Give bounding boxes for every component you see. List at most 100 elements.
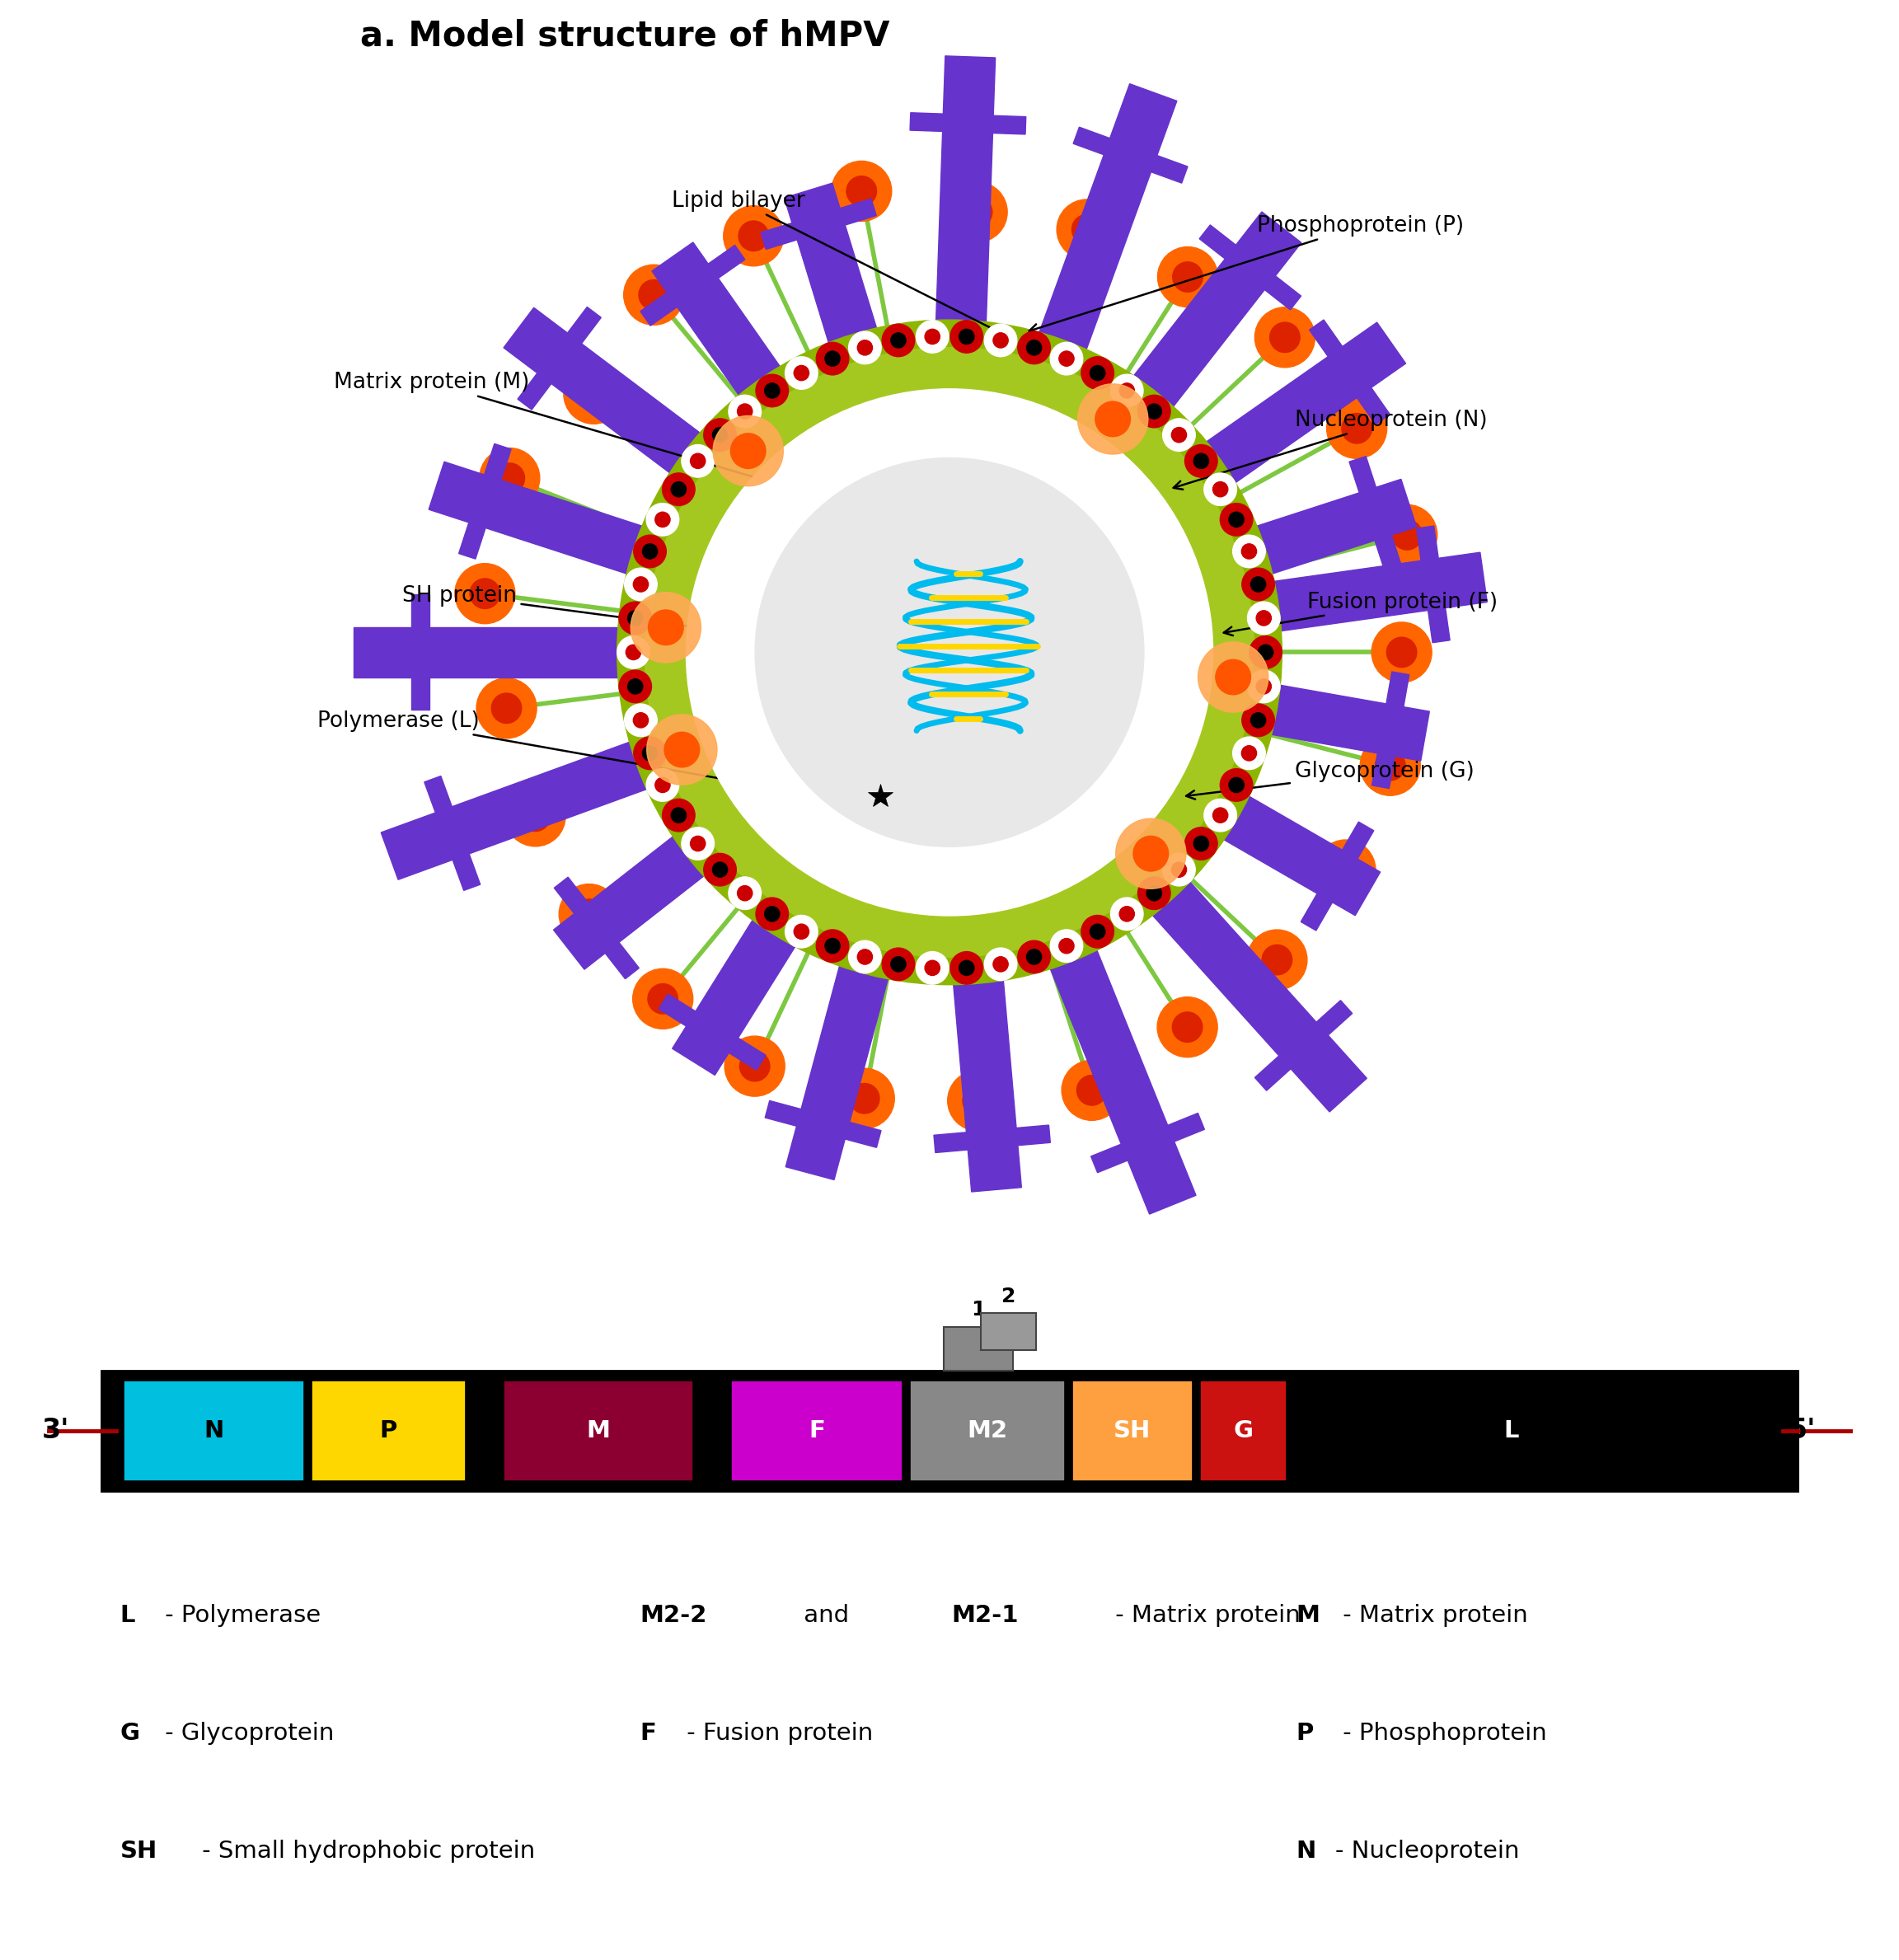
Circle shape xyxy=(784,357,818,390)
Circle shape xyxy=(1392,519,1422,551)
Circle shape xyxy=(670,482,686,496)
Circle shape xyxy=(712,862,727,878)
Polygon shape xyxy=(1301,821,1373,931)
Circle shape xyxy=(739,221,769,251)
Circle shape xyxy=(1117,819,1187,888)
Circle shape xyxy=(625,704,657,737)
Polygon shape xyxy=(1202,321,1405,486)
Circle shape xyxy=(1242,568,1274,600)
Circle shape xyxy=(648,984,678,1013)
Circle shape xyxy=(729,876,761,909)
Circle shape xyxy=(1050,929,1082,962)
Text: Glycoprotein (G): Glycoprotein (G) xyxy=(1187,760,1474,800)
Polygon shape xyxy=(429,463,648,576)
Circle shape xyxy=(832,161,893,221)
Text: SH: SH xyxy=(120,1838,158,1862)
Circle shape xyxy=(817,929,849,962)
Circle shape xyxy=(794,365,809,380)
Polygon shape xyxy=(1308,319,1390,425)
Text: Matrix protein (M): Matrix protein (M) xyxy=(334,372,769,484)
Circle shape xyxy=(1229,512,1244,527)
Circle shape xyxy=(849,941,881,974)
Circle shape xyxy=(915,319,950,353)
Circle shape xyxy=(477,678,537,739)
Text: M2: M2 xyxy=(967,1419,1008,1443)
Circle shape xyxy=(765,906,780,921)
Circle shape xyxy=(682,827,714,860)
Polygon shape xyxy=(518,308,602,410)
Circle shape xyxy=(494,463,524,494)
Bar xyxy=(311,1380,465,1482)
Polygon shape xyxy=(1090,1113,1204,1172)
Circle shape xyxy=(646,504,680,535)
Polygon shape xyxy=(555,878,640,978)
Circle shape xyxy=(1204,472,1236,506)
Circle shape xyxy=(1219,768,1253,802)
Polygon shape xyxy=(460,443,511,559)
Circle shape xyxy=(1156,998,1217,1056)
Polygon shape xyxy=(910,114,1025,135)
Text: Lipid bilayer: Lipid bilayer xyxy=(672,190,1008,337)
Circle shape xyxy=(737,404,752,419)
Circle shape xyxy=(630,592,701,662)
Text: Polymerase (L): Polymerase (L) xyxy=(317,711,837,802)
Circle shape xyxy=(1360,735,1420,796)
Circle shape xyxy=(1248,602,1280,635)
Polygon shape xyxy=(761,198,875,249)
Circle shape xyxy=(1232,737,1265,770)
Polygon shape xyxy=(640,245,744,325)
Circle shape xyxy=(1172,263,1202,292)
Text: - Nucleoprotein: - Nucleoprotein xyxy=(1335,1838,1519,1862)
Circle shape xyxy=(725,1037,784,1096)
Polygon shape xyxy=(412,594,429,710)
Polygon shape xyxy=(553,833,708,970)
Circle shape xyxy=(655,778,670,792)
Circle shape xyxy=(950,953,984,984)
Polygon shape xyxy=(503,308,705,476)
Circle shape xyxy=(1232,535,1265,568)
Circle shape xyxy=(984,323,1018,357)
Circle shape xyxy=(756,459,1143,847)
Circle shape xyxy=(1060,939,1075,953)
Text: M: M xyxy=(587,1419,610,1443)
Circle shape xyxy=(705,853,737,886)
Circle shape xyxy=(765,382,780,398)
Circle shape xyxy=(617,635,649,668)
Polygon shape xyxy=(1251,478,1417,576)
Bar xyxy=(731,1380,902,1482)
Text: - Matrix protein: - Matrix protein xyxy=(1335,1603,1527,1627)
Circle shape xyxy=(1162,419,1194,451)
Circle shape xyxy=(632,968,693,1029)
Text: - Matrix protein: - Matrix protein xyxy=(1109,1603,1301,1627)
Circle shape xyxy=(784,915,818,949)
Polygon shape xyxy=(382,741,651,880)
Circle shape xyxy=(579,378,610,410)
Circle shape xyxy=(1138,876,1170,909)
Text: - Polymerase: - Polymerase xyxy=(158,1603,321,1627)
Text: G: G xyxy=(1232,1419,1253,1443)
Circle shape xyxy=(1194,453,1208,468)
Text: 3': 3' xyxy=(42,1417,68,1445)
Circle shape xyxy=(1077,1076,1107,1105)
Circle shape xyxy=(1172,427,1187,443)
Circle shape xyxy=(834,1068,894,1129)
Circle shape xyxy=(1018,331,1050,365)
Circle shape xyxy=(712,427,727,443)
Circle shape xyxy=(1147,404,1162,419)
Circle shape xyxy=(1229,778,1244,792)
Circle shape xyxy=(1172,1011,1202,1043)
Circle shape xyxy=(617,319,1282,984)
Circle shape xyxy=(632,713,648,727)
Circle shape xyxy=(1213,808,1229,823)
Circle shape xyxy=(1194,837,1208,851)
Circle shape xyxy=(1257,678,1270,694)
Polygon shape xyxy=(1200,225,1301,310)
Bar xyxy=(123,1380,304,1482)
Polygon shape xyxy=(934,1125,1050,1152)
Text: L: L xyxy=(1504,1419,1519,1443)
Circle shape xyxy=(849,331,881,365)
Circle shape xyxy=(824,939,839,953)
Circle shape xyxy=(1158,247,1217,308)
Circle shape xyxy=(665,733,699,766)
Circle shape xyxy=(794,923,809,939)
